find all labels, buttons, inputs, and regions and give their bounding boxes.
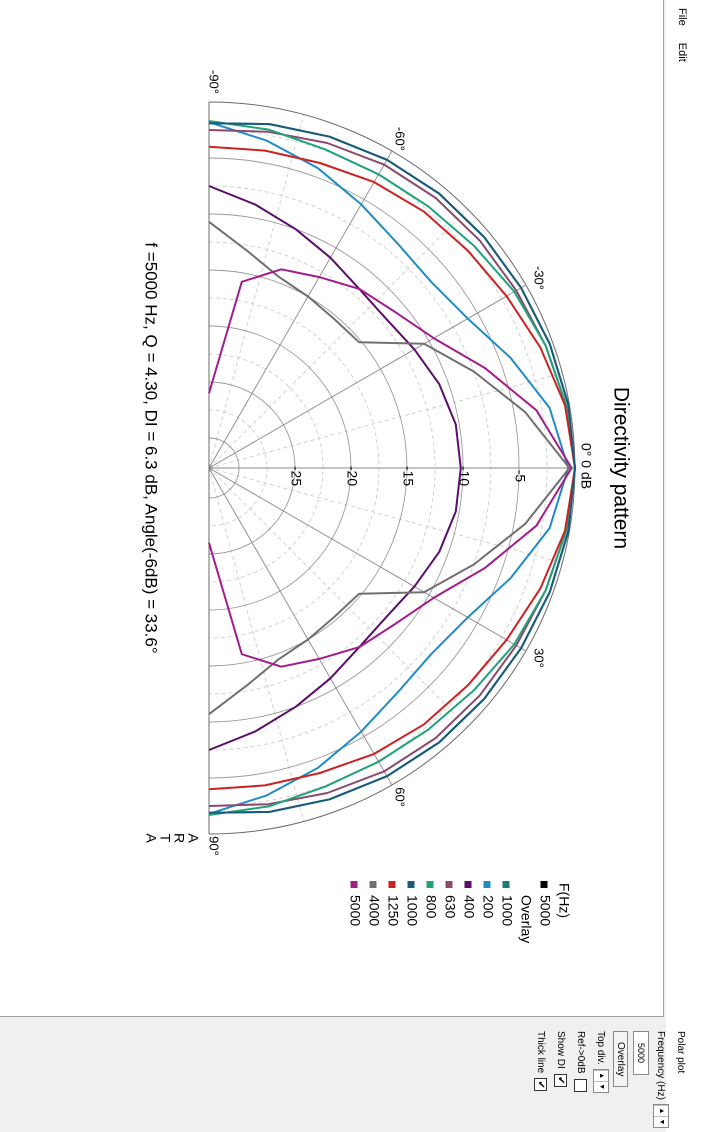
legend-swatch [464,881,472,888]
top-div-label: Top div. [595,1031,607,1065]
panel-title: Polar plot [675,1031,687,1074]
radial-tick-label: -25 [288,466,304,486]
legend-label: 1000 [404,895,420,926]
grid-spoke [208,467,527,652]
summary-text: f =5000 Hz, Q = 4.30, DI = 6.3 dB, Angle… [142,242,161,653]
grid-spoke-minor [208,467,563,564]
top-div-spinner[interactable]: ▲ ▼ [593,1068,609,1093]
plot-area [0,0,664,1017]
grid-spoke-minor [208,372,563,469]
grid-spoke-minor [208,208,469,469]
legend-label: 5000 [347,895,363,926]
legend-swatch [388,881,396,888]
angle-tick-label: 90° [207,836,222,856]
angle-tick-label: 30° [532,648,547,668]
grid-spoke [208,467,393,786]
series-line-5000 [208,268,573,668]
frequency-label: Frequency (Hz) [655,1031,667,1100]
legend-swatch [540,881,548,888]
reference-label: 0° 0 dB [578,443,594,489]
legend-label: 630 [442,895,458,919]
angle-tick-label: 60° [393,787,408,807]
show-di-checkbox[interactable]: ✔ [554,1073,568,1087]
side-letter: T [157,834,173,843]
menu-file[interactable]: File [676,8,688,26]
legend-label: 1000 [499,895,515,926]
legend-label: 1250 [385,895,401,926]
grid-spoke-minor [208,467,305,822]
legend-swatch [502,881,510,888]
frequency-input[interactable]: 5000 [633,1031,649,1075]
angle-tick-label: -90° [207,70,222,94]
side-letter: A [143,833,159,843]
legend-label: 200 [480,895,496,919]
radial-tick-label: -20 [344,466,360,486]
ref-checkbox[interactable] [574,1078,588,1092]
legend-label: 400 [461,895,477,919]
polar-chart: -5-10-15-20-25 0° 0 dB-90°-60°-30°30°60°9… [142,70,633,943]
legend-swatch [445,881,453,888]
spin-up-icon[interactable]: ▲ [594,1069,608,1081]
series-line-1000 [208,122,576,814]
spin-down-icon[interactable]: ▼ [594,1080,608,1092]
ref-label: Ref->0dB [575,1031,587,1074]
menu-edit[interactable]: Edit [676,42,688,62]
legend-label: 5000 [537,895,553,926]
spin-down-icon[interactable]: ▼ [654,1115,668,1127]
show-di-label: Show DI [555,1031,567,1069]
menu-strip: File Edit [676,8,688,76]
side-letter: A [185,833,201,843]
radial-tick-label: -5 [512,470,528,483]
legend-label: Overlay [518,895,534,943]
legend-swatch [483,881,491,888]
thick-line-label: Thick line [535,1031,547,1074]
angle-tick-label: -30° [532,266,547,290]
spin-up-icon[interactable]: ▲ [654,1104,668,1116]
side-letter: R [171,833,187,843]
angle-tick-label: -60° [393,127,408,151]
legend-header: F(Hz) [556,883,572,918]
legend-label: 800 [423,895,439,919]
grid-spoke [208,284,527,469]
menu-bar [666,0,704,1132]
legend-swatch [369,881,377,888]
radial-tick-label: -15 [400,466,416,486]
overlay-button[interactable]: Overlay [613,1031,629,1088]
series-line-4000 [208,221,571,715]
series-line-400 [208,185,462,751]
grid-spoke [208,150,393,469]
grid-spoke-minor [208,467,469,728]
legend-swatch [426,881,434,888]
legend-swatch [407,881,415,888]
control-panel: Polar plot Frequency (Hz) ▲ ▼ 5000 Overla… [531,1031,691,1128]
legend-label: 4000 [366,895,382,926]
grid-circle-minor [208,409,268,527]
chart-title: Directivity pattern [609,387,632,549]
frequency-spinner[interactable]: ▲ ▼ [653,1103,669,1128]
legend-swatch [350,881,358,888]
thick-line-checkbox[interactable]: ✔ [534,1078,548,1092]
grid-spoke-minor [208,114,305,469]
